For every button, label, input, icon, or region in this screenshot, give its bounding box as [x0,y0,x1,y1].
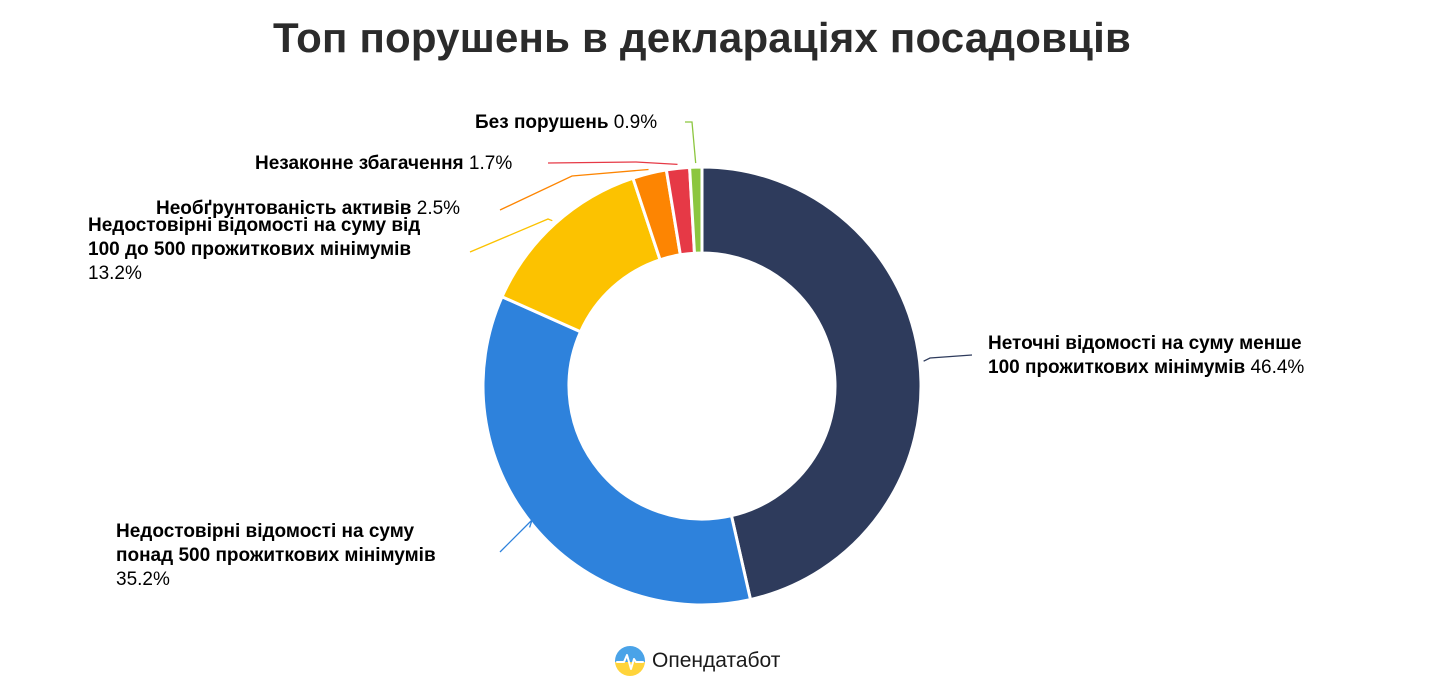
leader-line [685,121,697,164]
slice-value: 35.2% [116,569,170,590]
slice-label-false-over-500: Недостовірні відомості на суму понад 500… [116,521,436,590]
slice-inaccurate-under-100 [700,165,923,602]
slice-value: 46.4% [1250,357,1305,378]
slice-label-false-100-to-500: Недостовірні відомості на суму від 100 д… [88,215,421,284]
slice-value: 1.7% [468,153,513,174]
leader-line [469,218,553,253]
slice-value: 2.5% [416,198,461,219]
leader-lines [469,121,973,553]
leader-line [499,519,533,553]
chart-title: Топ порушень в деклараціях посадовців [272,14,1132,61]
slice-label-no-violations: Без порушень 0.9% [475,112,658,133]
slice-label-illegal-enrichment: Незаконне збагачення 1.7% [255,153,513,174]
slice-value: 0.9% [613,112,658,133]
opendatabot-logo-icon [615,646,645,676]
leader-line [547,161,678,165]
donut-slices [481,165,923,607]
slice-false-over-500 [481,295,752,607]
leader-line [499,168,649,211]
leader-line [923,354,973,362]
brand-footer: Опендатабот [614,644,780,678]
slice-label-unjustified-assets: Необґрунтованість активів 2.5% [156,198,461,219]
slice-no-violations [688,165,704,255]
brand-name: Опендатабот [652,649,781,672]
slice-label-inaccurate-under-100: Неточні відомості на суму менше 100 прож… [988,333,1305,378]
slice-value: 13.2% [88,263,142,284]
slice-false-100-to-500 [500,176,662,334]
